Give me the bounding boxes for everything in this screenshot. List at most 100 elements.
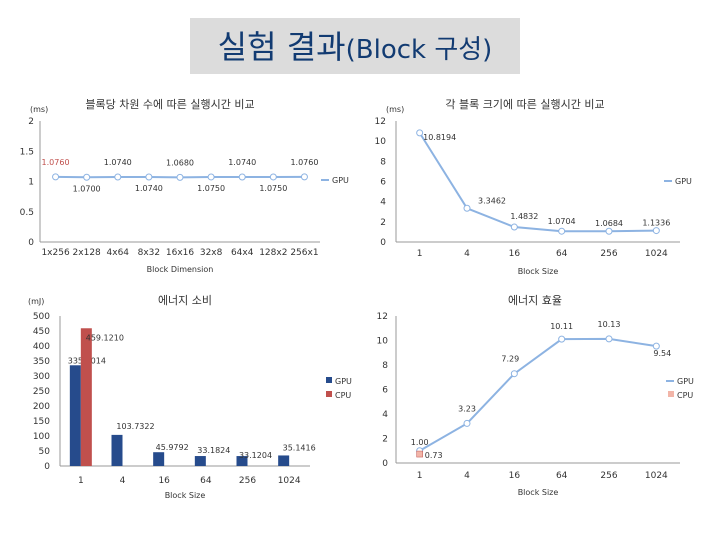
chart-c4-series-line-gpu [419,337,657,452]
chart-c1-unit: (ms) [30,105,48,114]
chart-c3-data-label-cpu: 459.1210 [86,333,124,342]
chart-c1-point-gpu [176,173,184,181]
chart-c2-point-gpu [510,223,518,231]
page-title-main: 실험 결과 [217,28,346,66]
chart-c1-point-gpu [300,173,308,181]
chart-c2-data-label: 3.3462 [478,196,506,205]
title-background [190,18,520,74]
chart-c1-point-gpu [207,173,215,181]
chart-c1-data-label: 1.0750 [259,184,287,193]
chart-c3: 에너지 소비 (mJ) 0 50 100 150 200 250 300 350 400 450 500… [28,294,352,500]
chart-c3-ytick-label: 350 [33,357,50,367]
chart-c2-point-gpu [558,227,566,235]
chart-c3-legend-gpu: GPU [335,377,352,386]
chart-c3-ytick-label: 500 [33,312,50,322]
chart-c3-ytick-label: 0 [44,462,50,472]
chart-c4-point-gpu [510,370,518,378]
chart-c2-legend-gpu: GPU [675,177,692,186]
chart-c3-data-label-gpu: 33.1824 [197,446,230,455]
chart-c4-xtick-label: 256 [600,471,617,481]
chart-c2: 각 블록 크기에 따른 실행시간 비교 (ms) 0 2 4 6 8 10 12 Block Si… [375,98,692,276]
chart-c1-xtick-label: 128x2 [259,248,287,258]
chart-c2-ytick-label: 6 [380,178,386,188]
chart-c3-xtick-label: 64 [200,476,212,486]
chart-c3-xtick-label: 1024 [278,476,301,486]
chart-c1-data-label: 1.0740 [228,158,256,167]
chart-c1-data-label: 1.0680 [166,158,194,167]
chart-c4-xtick-label: 1 [417,471,423,481]
chart-c3-legend-cpu: CPU [335,391,351,400]
chart-c1-xtick-label: 4x64 [107,248,130,258]
chart-c1-point-gpu [269,173,277,181]
chart-c2-point-gpu [605,227,613,235]
chart-c2-data-label: 10.8194 [423,133,456,142]
chart-c2-point-gpu [416,129,424,137]
chart-c1-xtick-label: 2x128 [73,248,102,258]
chart-c2-point-gpu [652,227,660,235]
chart-c4-xtick-label: 16 [509,471,521,481]
chart-c1-xtick-label: 64x4 [231,248,254,258]
chart-c3-unit: (mJ) [28,297,44,306]
chart-c2-ytick-label: 12 [375,117,386,127]
chart-c4-xlabel: Block Size [518,488,559,497]
chart-c1-xtick-label: 32x8 [200,248,223,258]
chart-c1-title: 블록당 차원 수에 따른 실행시간 비교 [85,98,254,111]
chart-c1-xtick-label: 8x32 [138,248,161,258]
chart-c1-data-label: 1.0750 [197,184,225,193]
chart-c2-series-line-gpu [418,132,657,233]
chart-c4-xtick-label: 1024 [645,471,668,481]
chart-c4-data-label: 9.54 [653,349,671,358]
chart-c2-xtick-label: 256 [600,249,617,259]
chart-c2-ytick-label: 0 [380,238,386,248]
chart-c3-bar-cpu [80,328,92,466]
chart-c1-point-gpu [52,173,60,181]
chart-c3-ytick-label: 200 [33,402,50,412]
chart-c4-title: 에너지 효율 [508,294,562,307]
chart-c4-ytick-label: 6 [382,386,388,396]
chart-c4-data-label-cpu: 0.73 [425,451,443,460]
chart-c4-data-label: 10.11 [550,322,573,331]
chart-c1-ytick-label: 2 [28,117,34,127]
chart-c1-xtick-label: 16x16 [166,248,195,258]
chart-c2-xtick-label: 16 [509,249,521,259]
chart-c3-ytick-label: 150 [33,417,50,427]
chart-c2-ytick-label: 8 [380,157,386,167]
chart-c1-data-label: 1.0760 [290,158,318,167]
chart-c1-legend-gpu: GPU [332,176,349,185]
chart-c2-xlabel: Block Size [518,267,559,276]
chart-c2-xtick-label: 1024 [645,249,668,259]
page-title-paren: (Block 구성) [345,35,493,65]
chart-c3-ytick-label: 450 [33,327,50,337]
chart-c1-data-label: 1.0760 [42,158,70,167]
chart-c1: 블록당 차원 수에 따른 실행시간 비교 (ms) 0 0.5 1 1.5 2 Block D… [20,98,349,274]
chart-c3-xtick-label: 4 [120,476,126,486]
chart-c3-bar-gpu [278,455,290,466]
chart-c1-xtick-label: 256x1 [290,248,318,258]
chart-c4-xtick-label: 64 [556,471,568,481]
chart-c4-ytick-label: 2 [382,435,388,445]
chart-c3-legend-swatch-cpu [326,391,332,397]
chart-c3-title: 에너지 소비 [158,294,212,307]
chart-c4-point-gpu [605,335,613,343]
chart-c3-data-label-gpu: 45.9792 [156,443,189,452]
chart-c3-bar-gpu [69,365,81,466]
chart-c3-legend-swatch-gpu [326,377,332,383]
chart-c1-point-gpu [114,173,122,181]
chart-c1-ytick-label: 0.5 [20,208,34,218]
chart-c1-data-label: 1.0740 [104,158,132,167]
chart-c3-bar-gpu [194,456,206,466]
chart-c1-xtick-label: 1x256 [41,248,70,258]
chart-c2-xtick-label: 64 [556,249,568,259]
chart-c3-data-label-gpu: 35.1416 [283,443,316,452]
chart-c1-ytick-label: 0 [28,238,34,248]
chart-c2-ytick-label: 10 [375,137,387,147]
chart-c4-ytick-label: 8 [382,361,388,371]
chart-c3-ytick-label: 400 [33,342,50,352]
chart-c2-data-label: 1.1336 [642,219,670,228]
chart-c4-xtick-label: 4 [464,471,470,481]
chart-c1-data-label: 1.0700 [73,184,101,193]
chart-c3-ytick-label: 100 [33,432,50,442]
chart-c2-data-label: 1.4832 [510,212,538,221]
chart-c4-data-label: 10.13 [598,320,621,329]
